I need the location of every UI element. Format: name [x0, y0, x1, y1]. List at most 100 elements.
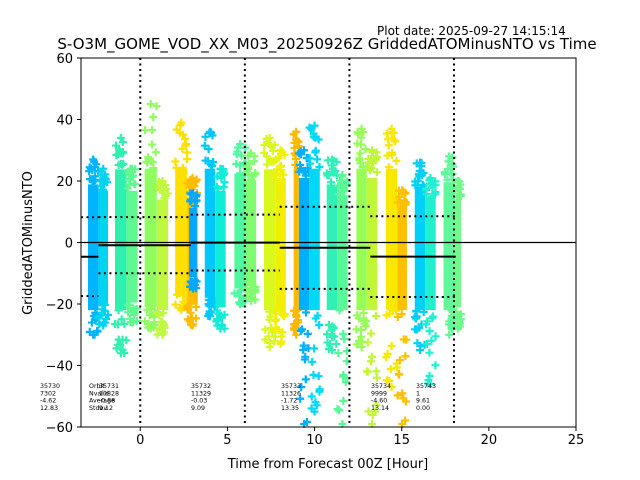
stat-nvalid: 10828 [99, 390, 119, 397]
data-core [114, 169, 127, 311]
data-point [357, 326, 366, 335]
data-point [355, 154, 364, 163]
data-point [356, 332, 365, 341]
data-point [294, 142, 303, 151]
data-point [335, 406, 344, 415]
data-point [354, 314, 363, 323]
x-tick-label: 0 [136, 433, 144, 448]
data-point [305, 154, 314, 163]
data-point [151, 148, 160, 157]
data-point [295, 167, 304, 176]
x-tick-label: 10 [306, 433, 323, 448]
data-point [428, 314, 437, 323]
data-point [130, 179, 139, 188]
data-point [179, 130, 188, 139]
data-point [171, 300, 180, 309]
data-point [205, 301, 214, 310]
data-point [263, 160, 272, 169]
data-point [117, 315, 126, 324]
data-point [201, 132, 210, 141]
data-point [177, 118, 186, 127]
data-point [329, 168, 338, 177]
data-point [401, 397, 410, 406]
data-point [372, 311, 381, 320]
data-point [422, 320, 431, 329]
data-point [188, 284, 197, 293]
stat-average: 9.61 [416, 398, 430, 405]
data-core [144, 168, 157, 308]
data-point [292, 127, 301, 136]
data-point [425, 371, 434, 380]
data-point [145, 311, 154, 320]
data-point [235, 292, 244, 301]
data-point [448, 160, 457, 169]
data-strip [295, 146, 313, 428]
data-point [393, 198, 402, 207]
data-core [175, 168, 188, 294]
data-point [412, 312, 421, 321]
data-point [298, 325, 307, 334]
data-point [453, 177, 462, 185]
data-point [183, 155, 192, 164]
data-point [392, 156, 401, 165]
data-point [312, 401, 321, 410]
data-point [310, 344, 319, 353]
data-point [367, 164, 376, 173]
data-point [393, 391, 402, 400]
data-point [311, 314, 320, 323]
data-point [153, 310, 162, 319]
data-point [112, 141, 121, 150]
data-point [327, 178, 336, 187]
data-core [204, 168, 216, 298]
stat-average: -4.62 [40, 398, 56, 405]
data-point [220, 178, 229, 187]
data-point [363, 367, 372, 376]
data-point [335, 306, 344, 315]
data-point [357, 133, 366, 142]
data-point [323, 330, 332, 339]
data-point [178, 144, 187, 153]
data-point [393, 312, 402, 321]
data-core [366, 177, 378, 311]
data-point [243, 163, 252, 172]
data-point [425, 348, 434, 357]
data-point [204, 145, 213, 154]
data-point [443, 175, 452, 184]
data-point [372, 168, 381, 177]
x-tick-label: 20 [481, 433, 498, 448]
data-point [271, 326, 280, 335]
data-point [426, 379, 435, 388]
data-point [127, 307, 136, 316]
data-point [160, 323, 169, 332]
data-point [245, 159, 254, 168]
data-point [297, 382, 306, 391]
data-point [186, 277, 195, 286]
data-point [330, 332, 339, 341]
stat-nvalid: 7302 [40, 390, 56, 397]
data-point [371, 156, 380, 165]
data-point [309, 370, 318, 379]
data-point [156, 181, 165, 190]
data-point [327, 155, 336, 164]
data-point [382, 376, 391, 385]
data-point [242, 284, 251, 293]
x-axis-label: Time from Forecast 00Z [Hour] [227, 457, 429, 472]
data-point [386, 365, 395, 374]
data-core [275, 177, 286, 311]
data-point [314, 135, 323, 144]
data-point [232, 159, 241, 168]
data-point [122, 336, 131, 345]
stat-average: -0.03 [191, 398, 207, 405]
data-point [353, 139, 362, 148]
data-point [276, 307, 285, 316]
data-point [178, 163, 187, 172]
data-point [128, 318, 137, 327]
data-point [217, 173, 226, 182]
data-point [411, 181, 420, 190]
data-point [456, 191, 465, 200]
data-point [427, 336, 436, 345]
x-tick-label: 15 [393, 433, 410, 448]
data-point [276, 146, 285, 155]
data-point [387, 134, 396, 143]
